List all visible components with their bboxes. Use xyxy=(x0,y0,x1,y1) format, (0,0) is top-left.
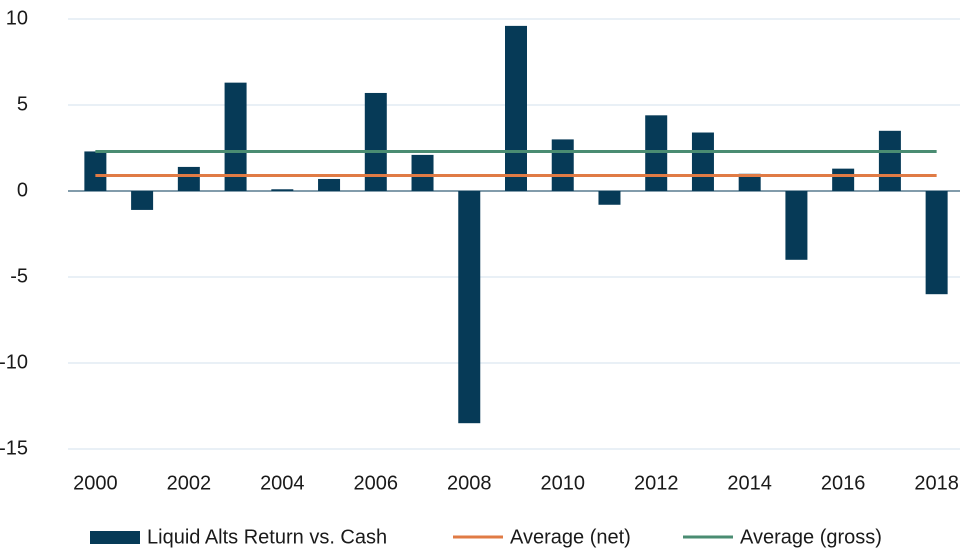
bar xyxy=(224,82,247,191)
x-tick-label: 2010 xyxy=(540,472,585,494)
bar xyxy=(411,154,434,191)
x-tick-label: 2018 xyxy=(914,472,959,494)
x-tick-label: 2016 xyxy=(821,472,866,494)
bar xyxy=(458,191,481,424)
x-tick-label: 2006 xyxy=(354,472,399,494)
bar xyxy=(505,25,527,191)
x-tick-label: 2004 xyxy=(260,472,305,494)
y-tick-label: -5 xyxy=(10,265,28,287)
bar xyxy=(832,168,855,191)
bar xyxy=(691,132,714,191)
y-tick-label: 5 xyxy=(17,93,28,115)
x-tick-label: 2014 xyxy=(727,472,772,494)
legend-label: Average (net) xyxy=(510,526,631,548)
bar xyxy=(271,189,294,191)
legend-swatch xyxy=(90,531,140,544)
bar xyxy=(177,166,200,191)
y-tick-label: 10 xyxy=(6,7,28,29)
bar xyxy=(738,173,761,191)
legend-label: Average (gross) xyxy=(740,526,882,548)
y-tick-label: -10 xyxy=(0,351,28,373)
x-tick-label: 2000 xyxy=(73,472,118,494)
bar xyxy=(131,191,154,210)
x-tick-label: 2012 xyxy=(634,472,679,494)
bar xyxy=(598,191,621,205)
bar xyxy=(785,191,808,260)
bar xyxy=(364,92,387,191)
legend-label: Liquid Alts Return vs. Cash xyxy=(147,526,387,548)
x-tick-label: 2002 xyxy=(167,472,212,494)
bar xyxy=(878,130,901,191)
bar xyxy=(925,191,948,295)
bar xyxy=(551,139,574,191)
y-tick-label: -15 xyxy=(0,437,28,459)
y-tick-label: 0 xyxy=(17,179,28,201)
x-tick-label: 2008 xyxy=(447,472,492,494)
bar xyxy=(318,178,341,191)
bar xyxy=(84,151,107,191)
bar xyxy=(645,115,668,191)
